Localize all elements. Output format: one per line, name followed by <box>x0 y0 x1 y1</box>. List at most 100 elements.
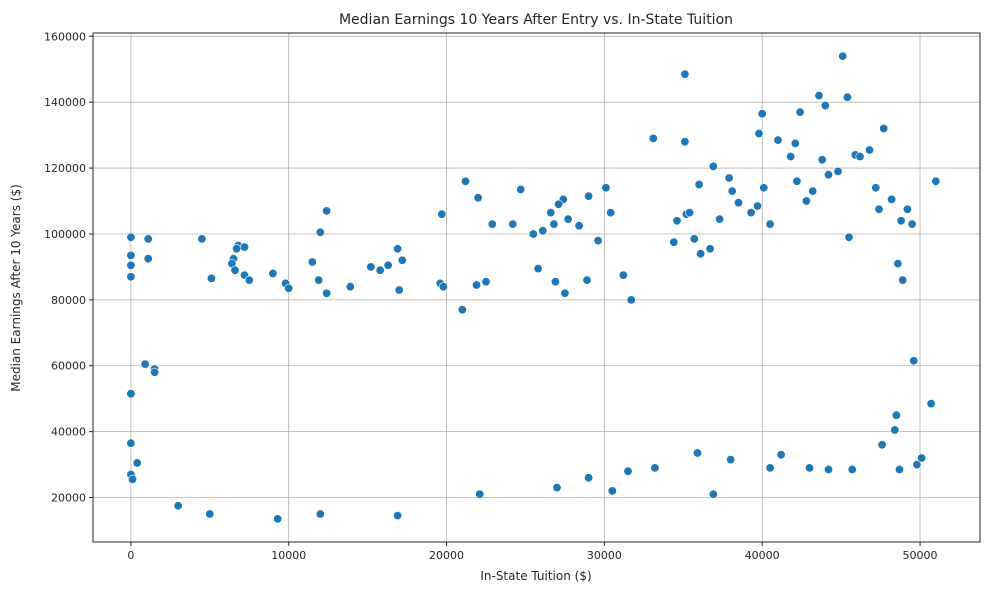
data-point <box>394 285 404 295</box>
data-point <box>814 91 824 101</box>
data-point <box>708 489 718 499</box>
data-point <box>752 201 762 211</box>
y-tick-label: 80000 <box>51 294 86 307</box>
data-point <box>891 410 901 420</box>
data-point <box>546 208 556 218</box>
data-point <box>696 249 706 259</box>
data-point <box>726 455 736 465</box>
data-point <box>607 486 617 496</box>
data-point <box>890 425 900 435</box>
data-point <box>733 198 743 208</box>
data-point <box>143 254 153 264</box>
data-point <box>786 152 796 162</box>
data-point <box>874 204 884 214</box>
data-point <box>584 191 594 201</box>
data-points <box>126 51 941 524</box>
data-point <box>855 152 865 162</box>
data-point <box>727 186 737 196</box>
data-point <box>593 236 603 246</box>
data-point <box>893 259 903 269</box>
data-point <box>902 204 912 214</box>
data-point <box>552 483 562 493</box>
data-point <box>765 219 775 229</box>
data-point <box>626 295 636 305</box>
data-point <box>776 450 786 460</box>
data-point <box>560 288 570 298</box>
data-point <box>481 277 491 287</box>
data-point <box>230 265 240 275</box>
data-point <box>516 185 526 195</box>
data-point <box>926 399 936 409</box>
data-point <box>475 489 485 499</box>
x-tick-label: 20000 <box>429 549 464 562</box>
data-point <box>847 464 857 474</box>
data-point <box>315 509 325 519</box>
data-point <box>554 199 564 209</box>
data-point <box>606 208 616 218</box>
data-point <box>838 51 848 61</box>
data-point <box>877 440 887 450</box>
data-point <box>817 155 827 165</box>
data-point <box>487 219 497 229</box>
data-point <box>842 92 852 102</box>
data-point <box>804 463 814 473</box>
data-point <box>844 232 854 242</box>
data-point <box>879 124 889 134</box>
x-tick-label: 0 <box>127 549 134 562</box>
data-point <box>128 474 138 484</box>
data-point <box>473 193 483 203</box>
data-point <box>383 260 393 270</box>
data-point <box>757 109 767 119</box>
data-point <box>140 359 150 369</box>
data-point <box>437 209 447 219</box>
data-point <box>345 282 355 292</box>
data-point <box>801 196 811 206</box>
data-point <box>457 305 467 315</box>
data-point <box>685 208 695 218</box>
data-point <box>931 176 941 186</box>
data-point <box>366 262 376 272</box>
data-point <box>705 244 715 254</box>
data-point <box>887 194 897 204</box>
data-point <box>563 214 573 224</box>
data-point <box>584 473 594 483</box>
data-point <box>917 453 927 463</box>
data-point <box>438 282 448 292</box>
data-point <box>460 176 470 186</box>
y-tick-label: 160000 <box>44 30 86 43</box>
data-point <box>528 229 538 239</box>
y-tick-label: 40000 <box>51 426 86 439</box>
y-tick-label: 20000 <box>51 492 86 505</box>
data-point <box>322 288 332 298</box>
data-point <box>864 145 874 155</box>
data-point <box>232 244 242 254</box>
x-tick-label: 30000 <box>587 549 622 562</box>
data-point <box>126 438 136 448</box>
data-point <box>773 135 783 145</box>
data-point <box>206 273 216 283</box>
data-point <box>126 250 136 260</box>
grid-lines <box>93 33 980 542</box>
data-point <box>680 69 690 79</box>
data-point <box>240 242 250 252</box>
data-point <box>648 133 658 143</box>
data-point <box>197 234 207 244</box>
data-point <box>268 268 278 278</box>
data-point <box>574 221 584 231</box>
data-point <box>314 275 324 285</box>
data-point <box>549 219 559 229</box>
data-point <box>912 460 922 470</box>
data-point <box>680 137 690 147</box>
data-point <box>896 216 906 226</box>
x-tick-label: 50000 <box>903 549 938 562</box>
data-point <box>907 219 917 229</box>
data-point <box>792 176 802 186</box>
data-point <box>623 466 633 476</box>
x-axis-label: In-State Tuition ($) <box>480 569 591 583</box>
data-point <box>393 244 403 254</box>
x-tick-label: 10000 <box>271 549 306 562</box>
data-point <box>601 183 611 193</box>
data-point <box>672 216 682 226</box>
